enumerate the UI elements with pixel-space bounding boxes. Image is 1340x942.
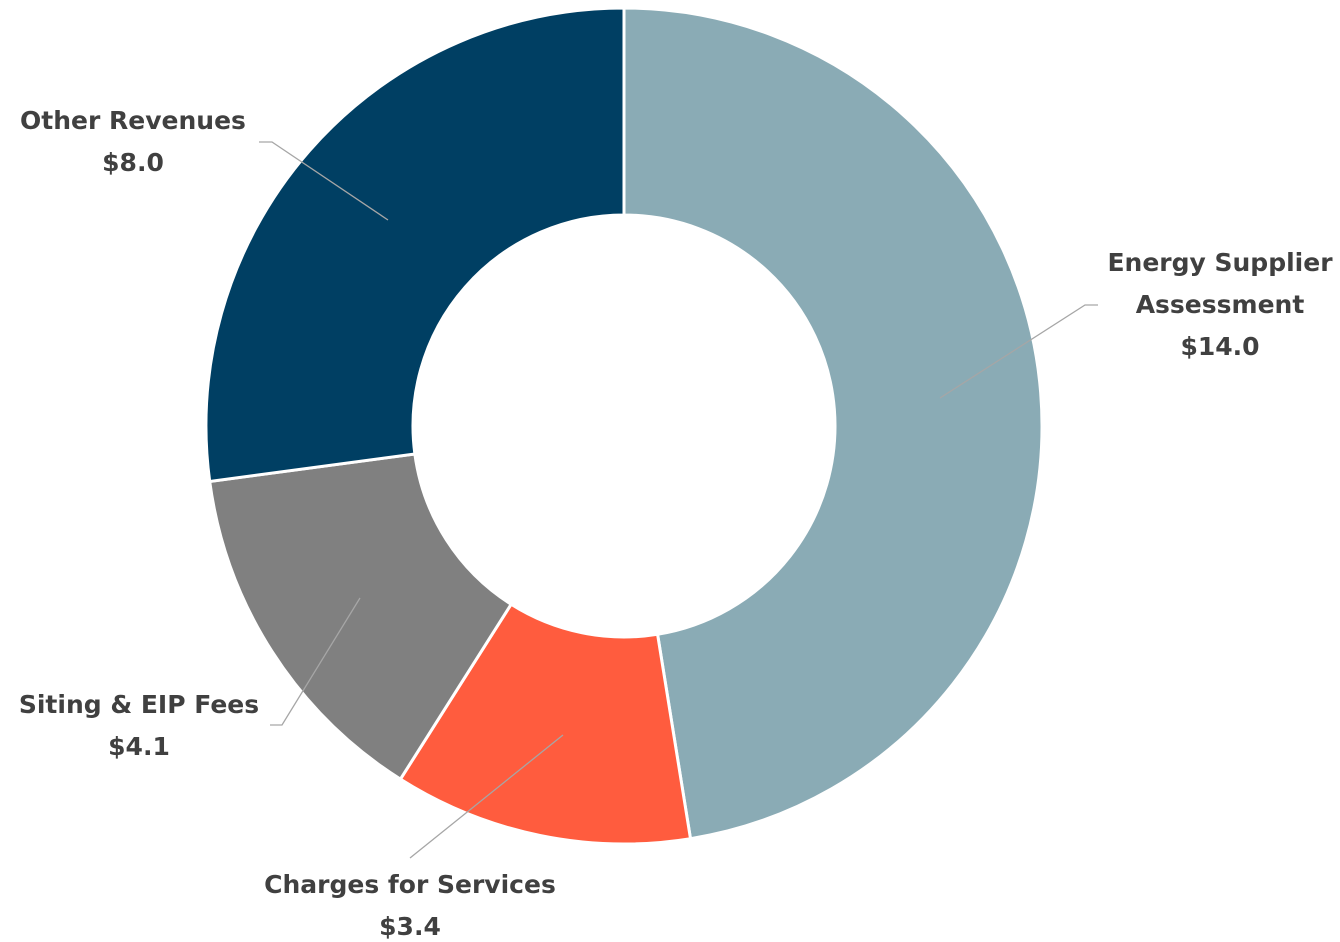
leader-line bbox=[270, 597, 361, 726]
value-label: $4.1 bbox=[108, 732, 170, 761]
donut-slice bbox=[208, 452, 514, 782]
leader-line bbox=[939, 304, 1098, 399]
donut-slice bbox=[622, 6, 1044, 841]
value-label: $3.4 bbox=[379, 912, 441, 941]
slice-label: Other Revenues $8.0 bbox=[0, 100, 266, 184]
donut-slice bbox=[204, 6, 626, 484]
value-label: $14.0 bbox=[1180, 332, 1260, 361]
donut-slice bbox=[398, 602, 693, 846]
slice-label: Charges for Services $3.4 bbox=[230, 864, 590, 942]
category-label: Siting & EIP Fees bbox=[18, 690, 260, 719]
category-label: Other Revenues bbox=[20, 106, 246, 135]
slice-label: Energy Supplier Assessment $14.0 bbox=[1090, 242, 1340, 368]
leader-line bbox=[409, 734, 564, 859]
leader-line bbox=[259, 141, 389, 221]
category-label: Energy Supplier Assessment bbox=[1107, 248, 1333, 319]
value-label: $8.0 bbox=[102, 148, 164, 177]
slice-label: Siting & EIP Fees $4.1 bbox=[0, 684, 278, 768]
category-label: Charges for Services bbox=[264, 870, 556, 899]
leader-lines bbox=[259, 141, 1098, 859]
slices bbox=[204, 6, 1044, 846]
